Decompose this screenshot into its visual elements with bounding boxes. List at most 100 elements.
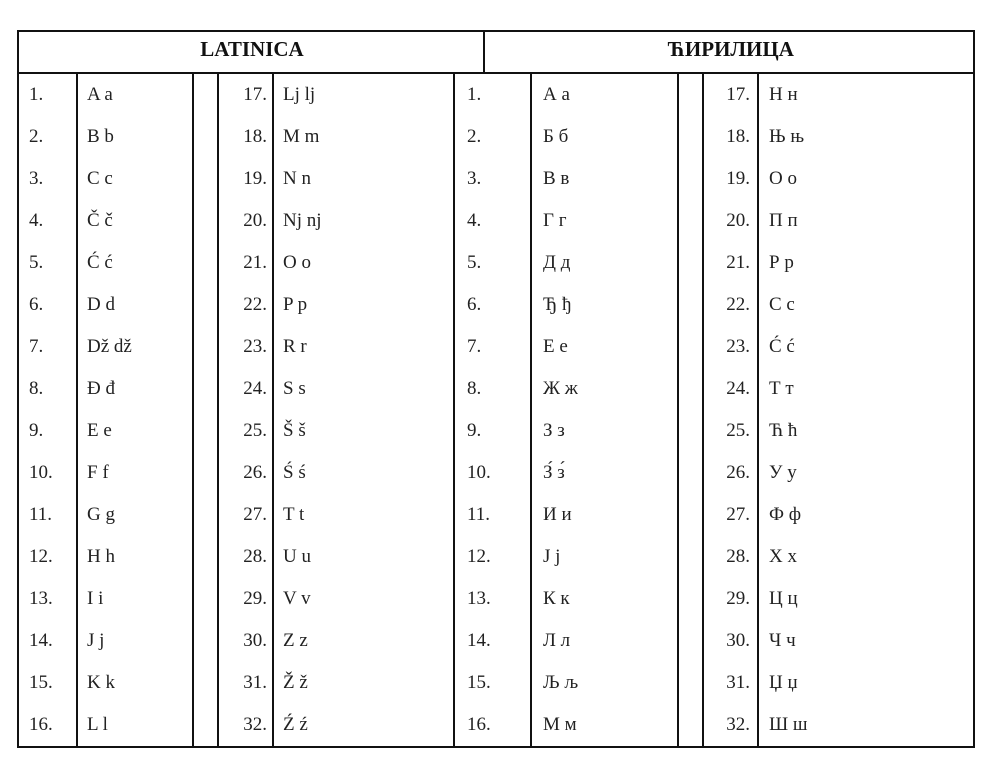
latin-number: 18. — [243, 126, 267, 147]
latin-letter: Nj nj — [283, 210, 322, 231]
latin-letter: Lj lj — [283, 84, 316, 105]
cyrillic-letter: Е е — [543, 336, 568, 357]
cyrillic-letter: Б б — [543, 126, 569, 147]
latin-number: 24. — [243, 378, 267, 399]
latin-number: 19. — [243, 168, 267, 189]
latin-number: 10. — [29, 462, 53, 483]
latin-header: LATINICA — [200, 37, 304, 61]
latin-letter: Đ đ — [87, 378, 115, 399]
cyrillic-number: 26. — [726, 462, 750, 483]
latin-letter: B b — [87, 126, 114, 147]
cyrillic-letter: Р р — [769, 252, 794, 273]
cyrillic-letter: Т т — [769, 378, 794, 399]
latin-letter: Š š — [283, 420, 306, 441]
latin-number: 28. — [243, 546, 267, 567]
latin-number: 8. — [29, 378, 44, 399]
column-divider — [272, 72, 274, 746]
latin-letter: Ś ś — [283, 462, 306, 483]
cyrillic-letter: З з — [543, 420, 565, 441]
cyrillic-letter: Ч ч — [769, 630, 796, 651]
latin-number: 5. — [29, 252, 44, 273]
latin-number: 14. — [29, 630, 53, 651]
cyrillic-letter: Ć ć — [769, 336, 795, 357]
latin-number: 1. — [29, 84, 44, 105]
cyrillic-letter: Њ њ — [769, 126, 805, 147]
cyrillic-letter: Н н — [769, 84, 798, 105]
cyrillic-number: 31. — [726, 672, 750, 693]
cyrillic-number: 27. — [726, 504, 750, 525]
latin-letter: G g — [87, 504, 115, 525]
cyrillic-letter: З́ з́ — [543, 462, 565, 483]
cyrillic-letter: Д д — [543, 252, 571, 273]
cyrillic-number: 30. — [726, 630, 750, 651]
cyrillic-letter: К к — [543, 588, 570, 609]
latin-letter: Ć ć — [87, 252, 113, 273]
cyrillic-letter: С с — [769, 294, 795, 315]
cyrillic-letter: П п — [769, 210, 798, 231]
cyrillic-letter: Ђ ђ — [543, 294, 572, 315]
header-column-divider — [483, 32, 485, 72]
latin-number: 31. — [243, 672, 267, 693]
latin-letter: R r — [283, 336, 307, 357]
cyrillic-number: 32. — [726, 714, 750, 735]
latin-number: 7. — [29, 336, 44, 357]
cyrillic-number: 7. — [467, 336, 482, 357]
latin-letter: E e — [87, 420, 112, 441]
latin-number: 32. — [243, 714, 267, 735]
cyrillic-letter: Ф ф — [769, 504, 802, 525]
latin-letter: Ź ź — [283, 714, 308, 735]
latin-number: 23. — [243, 336, 267, 357]
cyrillic-letter: А а — [543, 84, 570, 105]
latin-number: 30. — [243, 630, 267, 651]
cyrillic-number: 12. — [467, 546, 491, 567]
latin-number: 11. — [29, 504, 53, 525]
latin-letter: J j — [87, 630, 105, 651]
cyrillic-number: 21. — [726, 252, 750, 273]
cyrillic-number: 29. — [726, 588, 750, 609]
cyrillic-number: 14. — [467, 630, 491, 651]
latin-number: 21. — [243, 252, 267, 273]
cyrillic-number: 3. — [467, 168, 482, 189]
cyrillic-number: 2. — [467, 126, 482, 147]
latin-number: 17. — [243, 84, 267, 105]
latin-letter: A a — [87, 84, 113, 105]
cyrillic-number: 6. — [467, 294, 482, 315]
cyrillic-letter: И и — [543, 504, 572, 525]
cyrillic-letter: Ћ ћ — [769, 420, 798, 441]
cyrillic-letter: Љ љ — [543, 672, 579, 693]
latin-number: 12. — [29, 546, 53, 567]
alphabet-table: LATINICA ЋИРИЛИЦА 1. A a 2. B b 3. C c 4. Č č 5.… — [17, 30, 975, 748]
cyrillic-number: 8. — [467, 378, 482, 399]
latin-letter: O o — [283, 252, 311, 273]
latin-letter: H h — [87, 546, 115, 567]
latin-number: 4. — [29, 210, 44, 231]
cyrillic-letter: Ц ц — [769, 588, 798, 609]
column-divider — [530, 72, 532, 746]
column-divider — [757, 72, 759, 746]
latin-number: 29. — [243, 588, 267, 609]
latin-number: 20. — [243, 210, 267, 231]
latin-letter: V v — [283, 588, 311, 609]
cyrillic-letter: В в — [543, 168, 570, 189]
cyrillic-number: 16. — [467, 714, 491, 735]
cyrillic-number: 9. — [467, 420, 482, 441]
column-divider — [677, 72, 679, 746]
cyrillic-number: 11. — [467, 504, 491, 525]
latin-letter: Ž ž — [283, 672, 308, 693]
cyrillic-letter: М м — [543, 714, 577, 735]
cyrillic-number: 22. — [726, 294, 750, 315]
cyrillic-number: 23. — [726, 336, 750, 357]
cyrillic-letter: О о — [769, 168, 797, 189]
column-divider — [76, 72, 78, 746]
cyrillic-letter: Ј ј — [543, 546, 561, 567]
latin-letter: N n — [283, 168, 311, 189]
latin-number: 3. — [29, 168, 44, 189]
cyrillic-number: 5. — [467, 252, 482, 273]
latin-letter: P p — [283, 294, 308, 315]
cyrillic-number: 28. — [726, 546, 750, 567]
cyrillic-letter: Л л — [543, 630, 571, 651]
latin-letter: T t — [283, 504, 305, 525]
cyrillic-number: 4. — [467, 210, 482, 231]
latin-letter: Z z — [283, 630, 308, 651]
cyrillic-number: 10. — [467, 462, 491, 483]
